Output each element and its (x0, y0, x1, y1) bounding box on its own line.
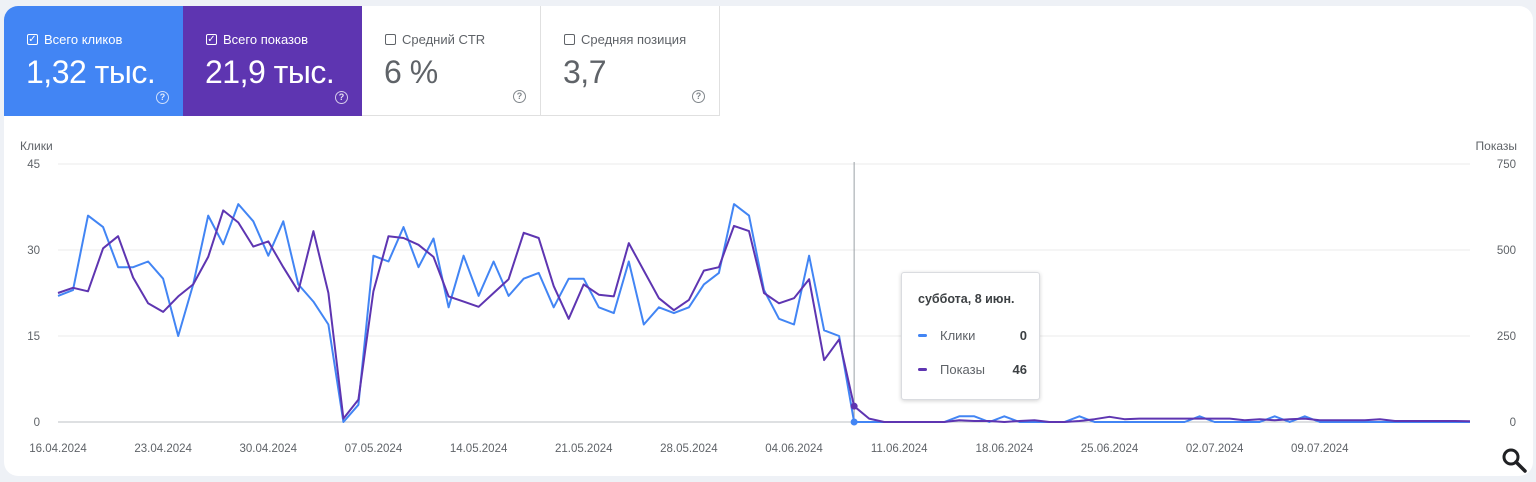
y-right-tick-label: 750 (1497, 159, 1516, 171)
x-tick-label: 30.04.2024 (240, 443, 298, 455)
help-circle-icon[interactable]: ? (156, 91, 169, 104)
y-left-tick-label: 0 (34, 417, 40, 429)
chart-tooltip: суббота, 8 июн. Клики 0 Показы 46 (901, 272, 1040, 400)
checkbox-checked-icon[interactable]: ✓ (206, 33, 217, 45)
x-tick-label: 02.07.2024 (1186, 443, 1244, 455)
metric-value: 6 % (384, 54, 438, 90)
legend-swatch (918, 368, 927, 371)
help-circle-icon[interactable]: ? (513, 90, 526, 103)
x-tick-label: 09.07.2024 (1291, 443, 1349, 455)
hover-point (850, 418, 858, 426)
x-tick-label: 16.04.2024 (29, 443, 87, 455)
help-circle-icon[interactable]: ? (692, 90, 705, 103)
x-tick-label: 28.05.2024 (660, 443, 718, 455)
y-right-tick-label: 500 (1497, 245, 1516, 257)
y-left-tick-label: 30 (27, 245, 40, 257)
metric-tabs: ✓ Всего кликов 1,32 тыс. ? ✓ Всего показ… (4, 6, 720, 116)
hover-point (850, 402, 858, 410)
metric-tab-position[interactable]: Средняя позиция 3,7 ? (541, 6, 720, 116)
checkbox-unchecked-icon[interactable] (385, 34, 396, 45)
x-tick-label: 07.05.2024 (345, 443, 403, 455)
metric-tab-clicks[interactable]: ✓ Всего кликов 1,32 тыс. ? (4, 6, 183, 116)
x-tick-label: 23.04.2024 (134, 443, 192, 455)
search-icon[interactable] (1500, 446, 1528, 474)
x-tick-label: 14.05.2024 (450, 443, 508, 455)
tooltip-row-clicks: Клики 0 (918, 328, 1027, 343)
tooltip-series-value: 46 (1012, 362, 1027, 377)
metric-value: 3,7 (563, 54, 606, 90)
x-tick-label: 21.05.2024 (555, 443, 613, 455)
metric-tab-impressions[interactable]: ✓ Всего показов 21,9 тыс. ? (183, 6, 362, 116)
y-left-tick-label: 45 (27, 159, 40, 171)
x-tick-label: 18.06.2024 (976, 443, 1034, 455)
tooltip-series-value: 0 (1019, 328, 1027, 343)
metric-label: Средняя позиция (581, 32, 687, 47)
tooltip-series-name: Показы (940, 362, 985, 377)
y-axis-right-title: Показы (1475, 139, 1517, 153)
x-tick-label: 11.06.2024 (871, 443, 928, 455)
metric-label: Всего показов (223, 32, 308, 47)
tooltip-series-name: Клики (940, 328, 976, 343)
metric-value: 1,32 тыс. (26, 54, 156, 90)
performance-card: ✓ Всего кликов 1,32 тыс. ? ✓ Всего показ… (4, 6, 1533, 476)
x-tick-label: 04.06.2024 (765, 443, 823, 455)
metric-label: Средний CTR (402, 32, 486, 47)
checkbox-checked-icon[interactable]: ✓ (27, 33, 38, 45)
metric-value: 21,9 тыс. (205, 54, 335, 90)
y-axis-left-title: Клики (20, 139, 53, 153)
series-line-clicks (57, 203, 1470, 423)
legend-swatch (918, 334, 927, 337)
performance-chart[interactable]: 0 0 15 250 30 500 45 750 16.04.2024 23.04.2024 30.… (4, 6, 1533, 476)
metric-label: Всего кликов (44, 32, 123, 47)
tooltip-date: суббота, 8 июн. (918, 292, 1015, 306)
y-left-tick-label: 15 (27, 331, 40, 343)
help-circle-icon[interactable]: ? (335, 91, 348, 104)
x-tick-label: 25.06.2024 (1081, 443, 1139, 455)
y-right-tick-label: 0 (1510, 417, 1516, 429)
metric-tab-ctr[interactable]: Средний CTR 6 % ? (362, 6, 541, 116)
tooltip-row-impressions: Показы 46 (918, 362, 1027, 377)
series-line-impressions (57, 209, 1471, 423)
y-right-tick-label: 250 (1497, 331, 1516, 343)
checkbox-unchecked-icon[interactable] (564, 34, 575, 45)
